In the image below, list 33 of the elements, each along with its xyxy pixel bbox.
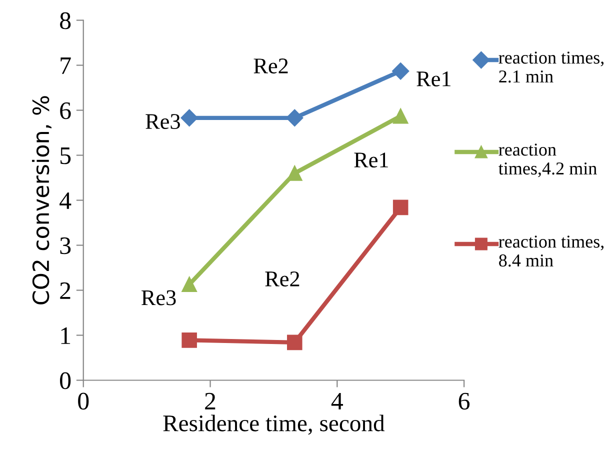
point [287,166,302,181]
point [392,200,408,216]
point [286,109,304,126]
x-tick-label: 2 [205,392,216,410]
x-axis-title: Residence time, second [163,414,385,435]
x-tick-label: 0 [78,392,89,410]
y-tick-label: 6 [60,102,71,120]
annotation: Re3 [142,290,176,306]
x-tick-label: 4 [331,392,344,410]
y-tick-label: 7 [60,58,71,74]
y-tick-label: 5 [60,148,71,164]
point [392,62,410,80]
point [182,332,197,348]
x-tick-label: 6 [458,392,470,410]
legend-label: reaction times, 2.1 min [498,52,604,83]
legend-label: reaction times, 8.4 min [498,236,604,267]
point [180,109,198,126]
annotation: Re1 [416,71,450,86]
point [287,334,302,350]
y-axis-title: CO2 conversion, % [32,96,52,304]
point [392,108,408,124]
legend-label: reaction times,4.2 min [498,144,597,178]
annotation: Re2 [265,272,300,286]
y-tick-label: 1 [61,327,70,344]
y-tick-label: 2 [60,282,70,299]
annotation: Re1 [354,152,388,168]
y-tick-label: 3 [60,237,71,254]
annotation: Re3 [146,114,180,130]
annotation: Re2 [254,58,288,74]
y-tick-label: 0 [60,372,71,390]
y-tick-label: 8 [60,12,71,30]
y-tick-label: 4 [60,192,72,209]
point [182,276,197,292]
